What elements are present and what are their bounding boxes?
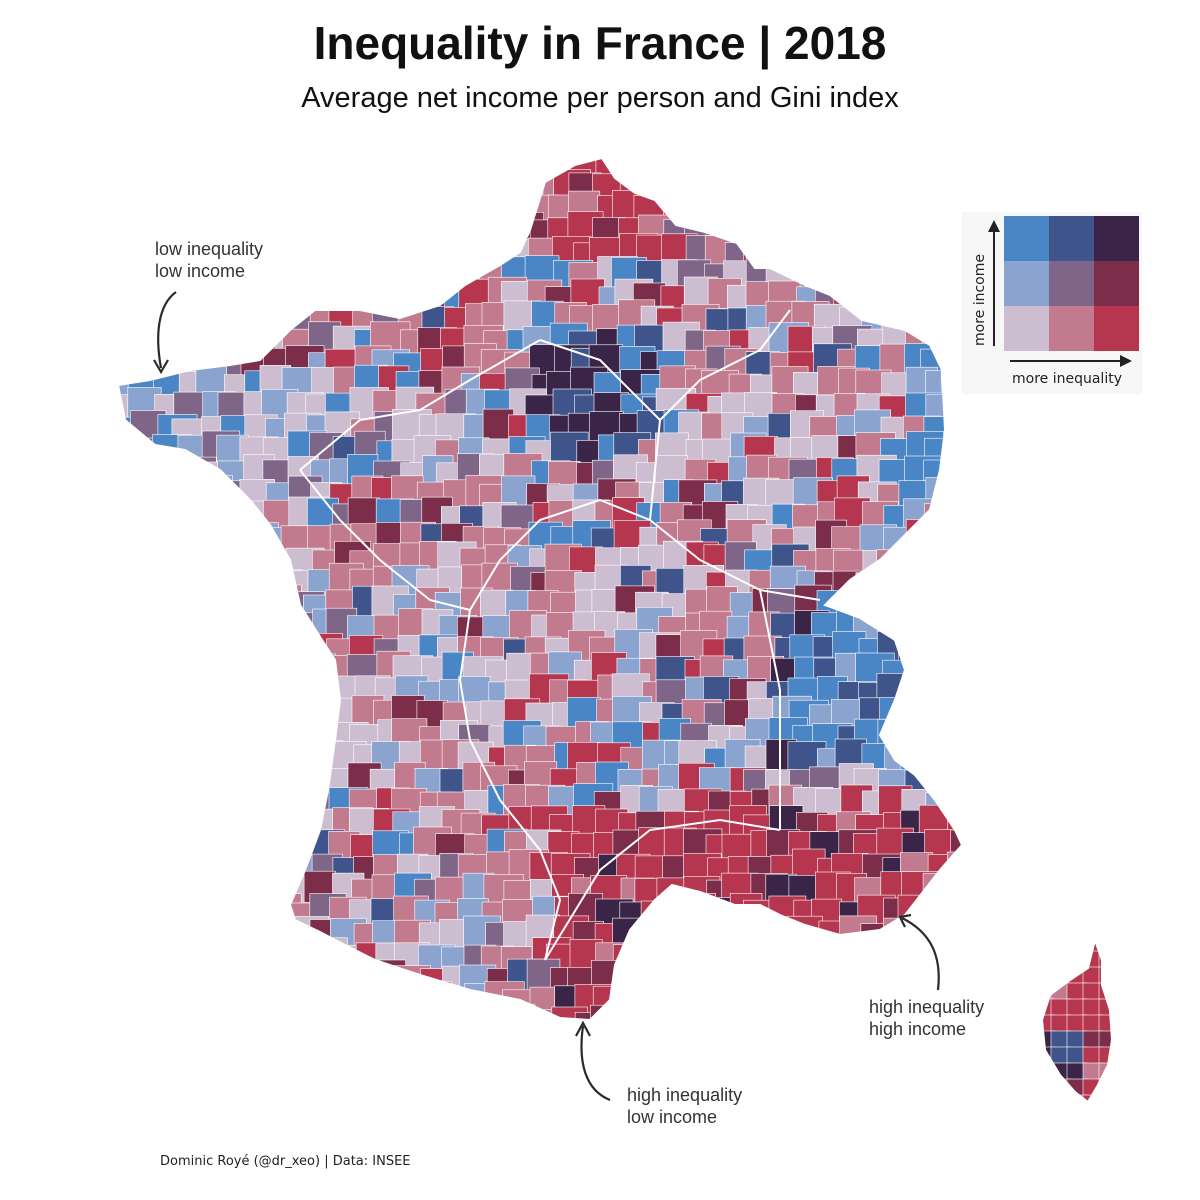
arrow-high-high (901, 917, 940, 991)
annotation-high-inequality-low-income: high inequality low income (627, 1084, 742, 1128)
arrow-high-low (580, 1025, 611, 1102)
legend-y-label: more income (972, 254, 988, 346)
annotation-line: low income (155, 261, 246, 281)
region-borders (299, 309, 821, 961)
legend-swatch (1049, 306, 1094, 351)
annotation-low-inequality-low-income: low inequality low income (155, 238, 263, 282)
legend-y-arrowhead (988, 220, 1000, 232)
legend-swatch (1094, 261, 1139, 306)
arrow-head-high-high (898, 913, 912, 928)
annotation-line: low inequality (155, 239, 264, 259)
legend-color-grid (1004, 216, 1139, 351)
annotation-high-inequality-high-income: high inequality high income (869, 996, 984, 1040)
legend-x-arrowhead (1120, 355, 1132, 367)
legend-swatch (1094, 216, 1139, 261)
legend-swatch (1004, 261, 1049, 306)
commune-cell (950, 829, 962, 864)
legend-swatch (1094, 306, 1139, 351)
source-caption: Dominic Royé (@dr_xeo) | Data: INSEE (160, 1154, 411, 1169)
annotation-line: high inequality (869, 997, 985, 1017)
legend-swatch (1004, 216, 1049, 261)
map-subtitle: Average net income per person and Gini i… (301, 82, 899, 114)
legend-swatch (1049, 261, 1094, 306)
arrow-low-low (157, 291, 177, 369)
annotation-line: high income (869, 1019, 967, 1039)
annotation-line: high inequality (627, 1085, 743, 1105)
annotation-line: low income (627, 1107, 718, 1127)
map-title: Inequality in France | 2018 (313, 17, 887, 69)
arrow-head-high-low (575, 1020, 591, 1037)
legend-x-label: more inequality (1012, 371, 1122, 387)
legend-swatch (1004, 306, 1049, 351)
annotation-arrows (153, 291, 940, 1102)
legend-swatch (1049, 216, 1094, 261)
arrow-head-low-low (153, 359, 169, 375)
